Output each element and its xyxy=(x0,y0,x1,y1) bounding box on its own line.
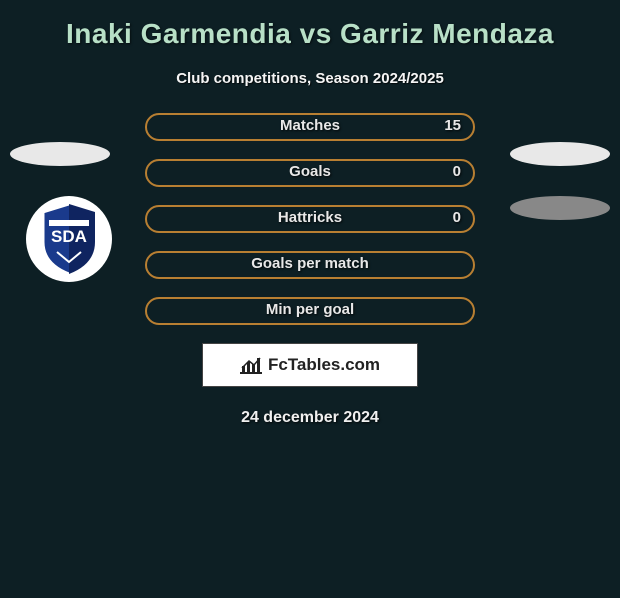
stat-value: 0 xyxy=(453,163,461,180)
svg-text:SDA: SDA xyxy=(51,227,87,246)
placeholder-ellipse-right-2 xyxy=(510,196,610,220)
brand-box[interactable]: FcTables.com xyxy=(202,343,418,387)
stat-value: 15 xyxy=(444,117,461,134)
stat-row-min-per-goal: Min per goal xyxy=(145,297,475,325)
stat-row-goals-per-match: Goals per match xyxy=(145,251,475,279)
stat-label: Hattricks xyxy=(147,209,473,226)
brand-text: FcTables.com xyxy=(268,355,380,375)
club-badge: SDA xyxy=(26,196,112,282)
date-text: 24 december 2024 xyxy=(0,409,620,427)
chart-icon xyxy=(240,356,262,374)
subtitle: Club competitions, Season 2024/2025 xyxy=(0,70,620,87)
page-title: Inaki Garmendia vs Garriz Mendaza xyxy=(0,18,620,50)
stat-label: Goals per match xyxy=(147,255,473,272)
stat-row-hattricks: Hattricks 0 xyxy=(145,205,475,233)
club-badge-icon: SDA xyxy=(37,202,101,276)
stat-label: Goals xyxy=(147,163,473,180)
stat-rows: Matches 15 Goals 0 Hattricks 0 Goals per… xyxy=(145,113,475,325)
stat-label: Matches xyxy=(147,117,473,134)
stat-label: Min per goal xyxy=(147,301,473,318)
stat-row-goals: Goals 0 xyxy=(145,159,475,187)
stat-row-matches: Matches 15 xyxy=(145,113,475,141)
stat-value: 0 xyxy=(453,209,461,226)
placeholder-ellipse-left xyxy=(10,142,110,166)
placeholder-ellipse-right-1 xyxy=(510,142,610,166)
